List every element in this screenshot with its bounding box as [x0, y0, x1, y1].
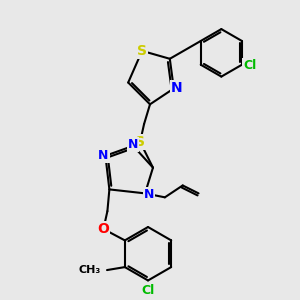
Text: N: N	[98, 149, 109, 162]
Text: Cl: Cl	[141, 284, 154, 297]
Text: S: S	[137, 44, 147, 58]
Text: N: N	[128, 138, 138, 152]
Text: O: O	[98, 222, 110, 236]
Text: S: S	[135, 135, 145, 149]
Text: N: N	[171, 82, 183, 95]
Text: CH₃: CH₃	[79, 265, 101, 275]
Text: Cl: Cl	[243, 59, 256, 72]
Text: N: N	[144, 188, 154, 201]
